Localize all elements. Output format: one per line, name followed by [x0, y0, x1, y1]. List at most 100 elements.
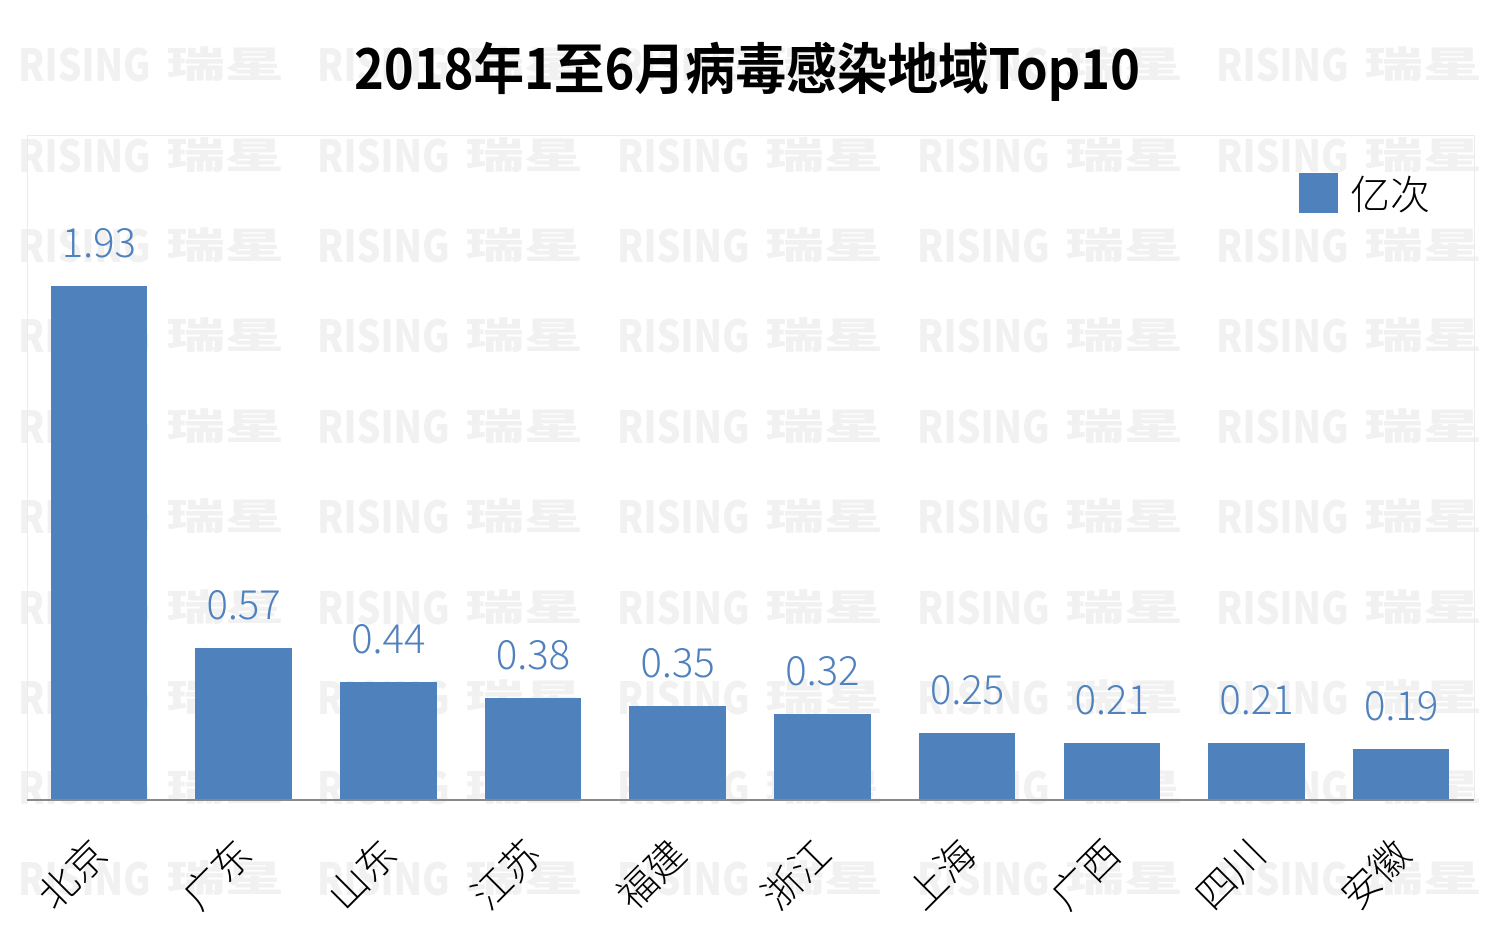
- watermark-logo-cjk: 瑞星: [764, 217, 883, 270]
- data-label: 1.93: [61, 211, 136, 270]
- watermark-logo-cjk: 瑞星: [1364, 217, 1483, 270]
- watermark-tile: RISING 瑞星: [1216, 843, 1482, 908]
- watermark-tile: RISING 瑞星: [616, 301, 883, 366]
- watermark-logo-cjk: 瑞星: [465, 126, 584, 179]
- watermark-tile: RISING 瑞星: [916, 211, 1183, 276]
- bar: [195, 647, 292, 799]
- watermark-logo-latin: RISING: [1216, 662, 1349, 727]
- watermark-logo-latin: RISING: [616, 843, 750, 908]
- watermark-logo-cjk: 瑞星: [165, 488, 284, 541]
- watermark-logo-latin: RISING: [317, 301, 450, 366]
- watermark-logo-latin: RISING: [1216, 843, 1349, 908]
- watermark-logo-cjk: 瑞星: [1364, 126, 1483, 179]
- watermark-logo-cjk: 瑞星: [1064, 36, 1183, 89]
- watermark-tile: RISING 瑞星: [617, 221, 883, 267]
- watermark-logo-latin: RISING: [916, 482, 1050, 547]
- watermark-logo-latin: RISING: [916, 572, 1050, 637]
- watermark-logo-cjk: 瑞星: [1064, 397, 1183, 450]
- watermark-logo-cjk: 瑞星: [1364, 307, 1483, 360]
- watermark-logo-latin: RISING: [916, 301, 1050, 366]
- watermark-logo-cjk: 瑞星: [764, 488, 883, 541]
- data-label: 0.21: [1219, 668, 1294, 727]
- watermark-logo-latin: RISING: [616, 391, 750, 456]
- watermark-tile: RISING 瑞星: [1216, 301, 1482, 366]
- watermark-logo-cjk: 瑞星: [764, 849, 883, 902]
- bar: [484, 698, 582, 799]
- watermark-logo-latin: RISING: [1216, 211, 1349, 276]
- watermark-logo-cjk: 瑞星: [165, 307, 284, 360]
- watermark-tile: RISING 瑞星: [18, 854, 284, 900]
- watermark-logo-latin: RISING: [916, 30, 1050, 95]
- watermark-logo-cjk: 瑞星: [764, 36, 883, 89]
- watermark-tile: RISING 瑞星: [616, 391, 883, 456]
- watermark-tile: RISING 瑞星: [317, 402, 583, 448]
- bar: [1352, 748, 1450, 799]
- plot-border-right: [1473, 135, 1475, 799]
- data-label: 0.32: [785, 639, 860, 697]
- watermark-tile: RISING 瑞星: [616, 572, 883, 637]
- watermark-tile: RISING 瑞星: [317, 30, 583, 95]
- watermark-logo-latin: RISING: [616, 120, 750, 185]
- watermark-tile: RISING 瑞星: [916, 572, 1183, 637]
- watermark-logo-cjk: 瑞星: [465, 488, 584, 541]
- data-label: 0.38: [495, 623, 571, 682]
- watermark-logo-cjk: 瑞星: [764, 307, 883, 360]
- watermark-logo-latin: RISING: [1216, 391, 1349, 456]
- watermark-logo-cjk: 瑞星: [764, 126, 883, 179]
- watermark-logo-cjk: 瑞星: [465, 578, 584, 631]
- watermark-logo-latin: RISING: [317, 572, 450, 637]
- watermark-logo-cjk: 瑞星: [1364, 488, 1483, 541]
- watermark-tile: RISING 瑞星: [1216, 391, 1482, 456]
- watermark-tile: RISING 瑞星: [916, 843, 1183, 908]
- watermark-tile: RISING 瑞星: [916, 301, 1183, 366]
- watermark-logo-cjk: 瑞星: [465, 307, 584, 360]
- watermark-logo-cjk: 瑞星: [1364, 36, 1483, 89]
- watermark-tile: RISING 瑞星: [317, 482, 583, 547]
- watermark-logo-latin: RISING: [17, 120, 151, 185]
- watermark-logo-latin: RISING: [317, 482, 450, 547]
- watermark-tile: RISING 瑞星: [317, 221, 583, 267]
- watermark-logo-latin: RISING: [317, 30, 450, 95]
- watermark-logo-cjk: 瑞星: [465, 397, 584, 450]
- watermark-logo-cjk: 瑞星: [465, 849, 584, 902]
- legend-label: 亿次: [1350, 163, 1430, 221]
- watermark-logo-latin: RISING: [616, 301, 750, 366]
- data-label: 0.44: [351, 607, 426, 666]
- watermark-logo-latin: RISING: [317, 120, 450, 185]
- watermark-logo-cjk: 瑞星: [1064, 126, 1183, 179]
- watermark-tile: RISING 瑞星: [1216, 30, 1482, 95]
- y-axis-line: [26, 135, 28, 799]
- watermark-tile: RISING 瑞星: [916, 120, 1183, 185]
- bar: [340, 682, 437, 799]
- watermark-logo-cjk: 瑞星: [764, 578, 883, 631]
- bar: [918, 732, 1016, 799]
- chart-title: 2018年1至6月病毒感染地域Top10: [354, 25, 1140, 105]
- watermark-logo-latin: RISING: [916, 120, 1050, 185]
- watermark-tile: RISING 瑞星: [317, 572, 583, 637]
- watermark-logo-latin: RISING: [916, 843, 1050, 908]
- watermark-tile: RISING 瑞星: [1216, 662, 1482, 727]
- watermark-tile: RISING 瑞星: [1216, 211, 1482, 276]
- watermark-logo-latin: RISING: [1216, 30, 1349, 95]
- watermark-logo-latin: RISING: [1216, 301, 1349, 366]
- watermark-logo-latin: RISING: [616, 30, 750, 95]
- watermark-tile: RISING 瑞星: [917, 673, 1183, 719]
- watermark-logo-latin: RISING: [916, 391, 1050, 456]
- bar: [774, 714, 871, 799]
- watermark-logo-cjk: 瑞星: [1364, 668, 1483, 721]
- watermark-logo-latin: RISING: [616, 482, 750, 547]
- watermark-logo-latin: RISING: [1216, 572, 1349, 637]
- watermark-logo-cjk: 瑞星: [764, 668, 883, 721]
- watermark-logo-latin: RISING: [17, 211, 151, 276]
- watermark-logo-latin: RISING: [916, 211, 1050, 276]
- watermark-logo-cjk: 瑞星: [465, 217, 584, 270]
- watermark-logo-cjk: 瑞星: [1064, 849, 1183, 902]
- watermark-logo-cjk: 瑞星: [1064, 307, 1183, 360]
- watermark-tile: RISING 瑞星: [317, 120, 583, 185]
- watermark-logo-cjk: 瑞星: [764, 397, 883, 450]
- watermark-tile: RISING 瑞星: [616, 843, 883, 908]
- watermark-logo-cjk: 瑞星: [1364, 578, 1483, 631]
- watermark-logo-cjk: 瑞星: [165, 578, 284, 631]
- watermark-logo-latin: RISING: [616, 572, 750, 637]
